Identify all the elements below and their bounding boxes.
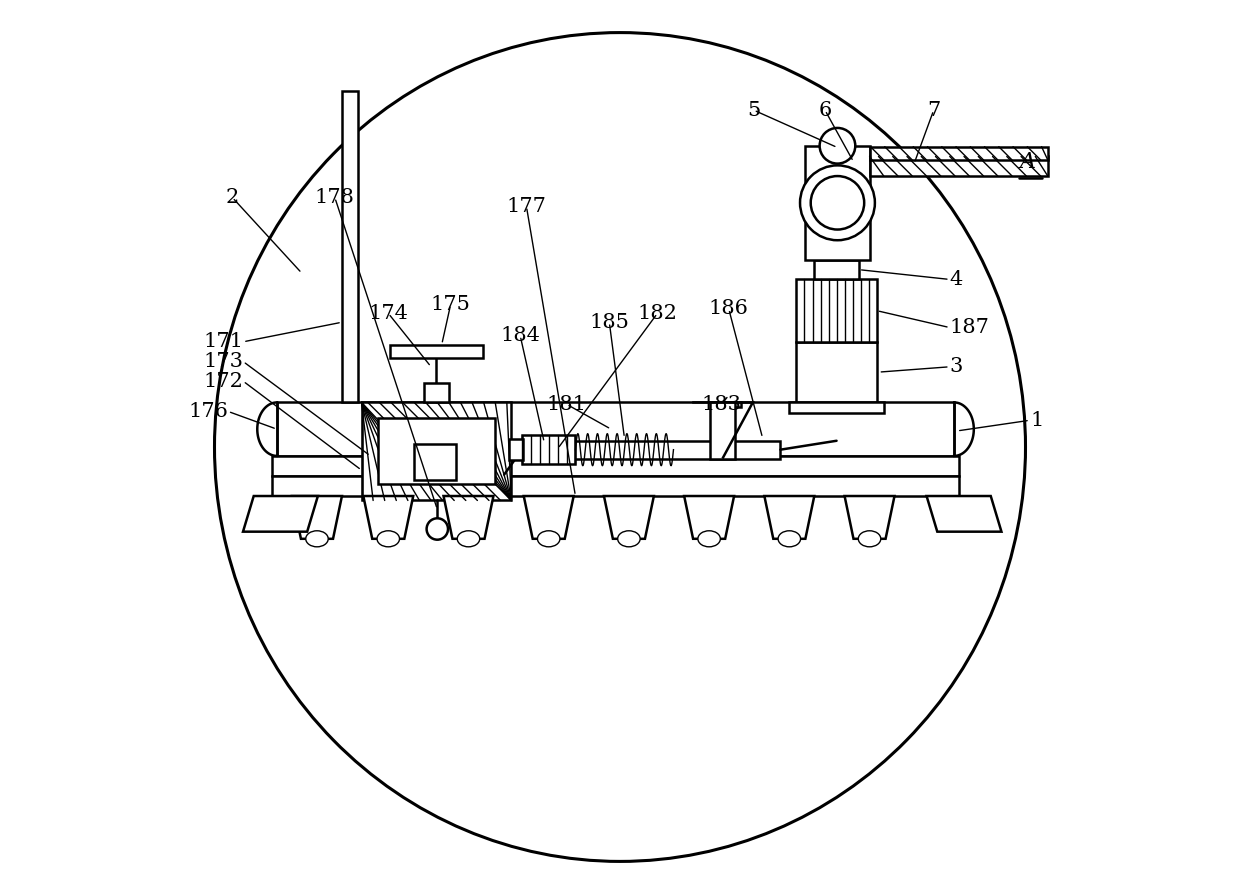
Polygon shape xyxy=(243,496,317,532)
Bar xyxy=(869,156,1048,176)
Ellipse shape xyxy=(306,531,329,547)
Text: 175: 175 xyxy=(430,295,471,314)
Ellipse shape xyxy=(698,531,720,547)
Circle shape xyxy=(811,176,864,230)
Ellipse shape xyxy=(215,32,1025,862)
Bar xyxy=(711,402,735,459)
Bar xyxy=(342,90,358,402)
Circle shape xyxy=(820,128,856,164)
Polygon shape xyxy=(444,496,494,539)
Bar xyxy=(378,418,495,485)
Ellipse shape xyxy=(537,531,560,547)
Polygon shape xyxy=(363,496,413,539)
Text: 7: 7 xyxy=(928,101,940,120)
Ellipse shape xyxy=(618,531,640,547)
Text: 178: 178 xyxy=(315,188,355,207)
Polygon shape xyxy=(844,496,894,539)
Text: 176: 176 xyxy=(188,401,228,421)
Circle shape xyxy=(800,165,875,240)
Circle shape xyxy=(427,519,448,540)
Bar xyxy=(805,146,869,260)
Text: 172: 172 xyxy=(203,372,243,391)
Text: 174: 174 xyxy=(368,304,408,323)
Text: 173: 173 xyxy=(203,352,243,371)
Text: 185: 185 xyxy=(589,313,629,332)
Text: 1: 1 xyxy=(1030,410,1043,430)
Bar xyxy=(391,344,482,358)
Text: 5: 5 xyxy=(746,101,760,120)
Polygon shape xyxy=(523,496,574,539)
Ellipse shape xyxy=(377,531,399,547)
Polygon shape xyxy=(684,496,734,539)
Text: 4: 4 xyxy=(950,270,963,289)
Text: A: A xyxy=(1019,151,1035,173)
Text: 2: 2 xyxy=(226,188,239,207)
Text: 181: 181 xyxy=(547,395,587,414)
Bar xyxy=(424,383,449,402)
Bar xyxy=(273,476,959,496)
Bar xyxy=(790,402,884,413)
Text: 3: 3 xyxy=(950,358,963,376)
Bar xyxy=(277,402,955,456)
Text: 183: 183 xyxy=(702,395,742,414)
Bar xyxy=(522,435,575,464)
Bar xyxy=(869,147,1048,160)
Polygon shape xyxy=(926,496,1002,532)
Bar xyxy=(508,439,523,460)
Ellipse shape xyxy=(858,531,880,547)
Text: 171: 171 xyxy=(203,333,243,351)
Bar xyxy=(717,402,742,407)
Text: 186: 186 xyxy=(709,299,749,318)
Bar xyxy=(511,441,780,459)
Bar xyxy=(362,402,511,501)
Text: 187: 187 xyxy=(950,318,990,337)
Bar xyxy=(414,443,456,480)
Text: 6: 6 xyxy=(818,101,832,120)
Bar xyxy=(273,456,959,476)
Bar xyxy=(796,280,877,342)
Text: 177: 177 xyxy=(506,197,547,215)
Polygon shape xyxy=(604,496,653,539)
Polygon shape xyxy=(764,496,815,539)
Text: 182: 182 xyxy=(637,304,677,323)
Bar xyxy=(796,342,877,402)
Ellipse shape xyxy=(458,531,480,547)
Text: 184: 184 xyxy=(500,326,541,345)
Polygon shape xyxy=(293,496,342,539)
Ellipse shape xyxy=(779,531,801,547)
Bar xyxy=(815,260,859,280)
